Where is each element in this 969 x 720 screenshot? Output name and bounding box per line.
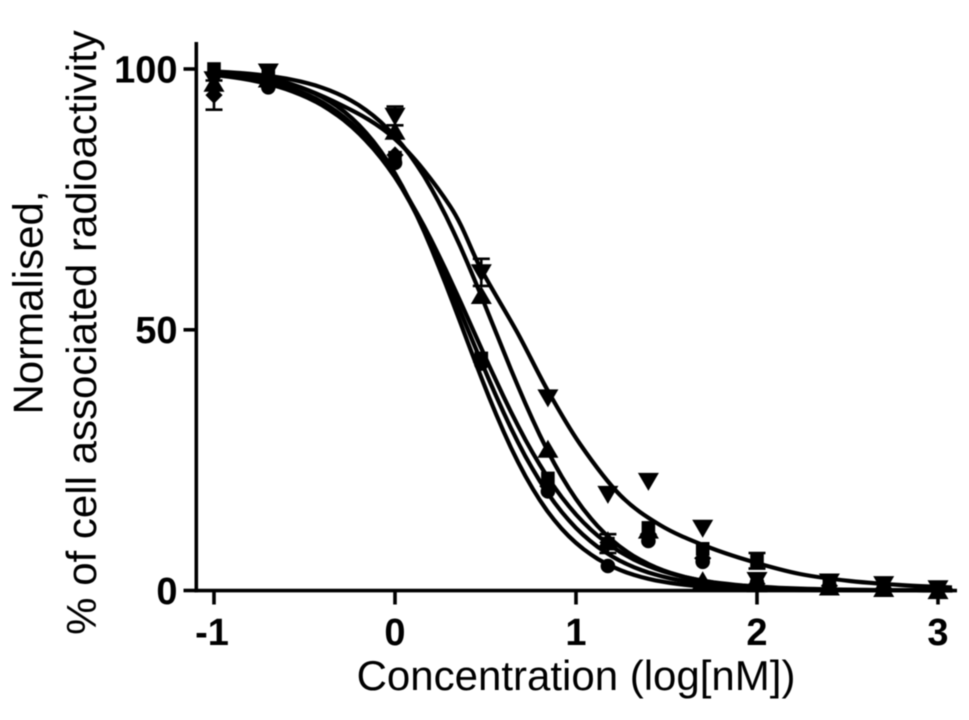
svg-text:50: 50 [135, 310, 177, 352]
svg-text:-1: -1 [195, 612, 229, 654]
svg-text:3: 3 [927, 612, 948, 654]
svg-text:0: 0 [384, 612, 405, 654]
svg-text:100: 100 [114, 50, 177, 92]
svg-text:% of cell associated radioacti: % of cell associated radioactivity [58, 30, 105, 635]
svg-text:1: 1 [565, 612, 586, 654]
svg-text:0: 0 [156, 571, 177, 613]
svg-text:2: 2 [746, 612, 767, 654]
svg-text:Normalised,: Normalised, [5, 190, 52, 414]
svg-text:Concentration (log[nM]): Concentration (log[nM]) [357, 652, 796, 699]
